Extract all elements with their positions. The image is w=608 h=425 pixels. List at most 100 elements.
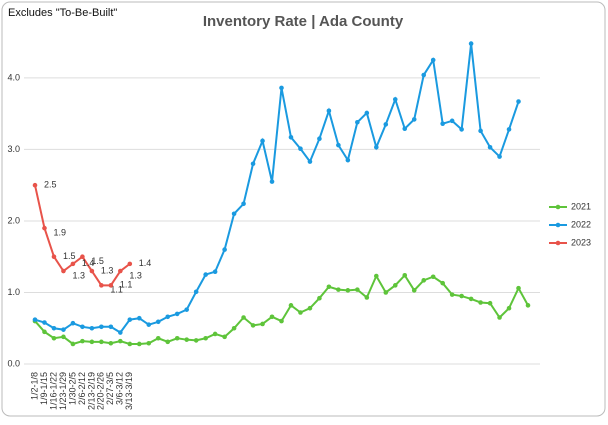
point [127,261,133,267]
point [108,324,114,330]
point [127,341,133,347]
point [108,283,114,288]
y-tick-label: 1.0 [7,287,20,297]
point [231,211,237,217]
point [32,317,38,322]
point [440,121,445,126]
point [449,292,455,297]
point [108,340,114,346]
point [127,317,133,322]
point [42,320,47,325]
point [42,225,47,231]
point [80,324,85,330]
point [174,311,180,317]
point [165,314,171,320]
point [402,273,408,278]
point [497,154,502,159]
legend-marker [555,204,561,210]
point [51,325,57,331]
point [42,329,47,335]
x-tick-label: 2/20-2/26 [96,372,106,410]
x-tick-label: 1/2-1/8 [29,372,39,400]
point [193,338,199,343]
point [383,290,389,295]
point [51,335,57,341]
point [70,261,76,267]
point [374,273,379,279]
point [136,341,142,347]
point [516,285,521,291]
point [203,335,208,341]
point [99,339,104,345]
point [165,339,171,345]
x-tick-label: 2/6-2/12 [77,372,87,405]
data-label: 1.3 [129,270,142,280]
point [260,321,265,327]
point [89,268,95,274]
point [506,127,512,132]
x-tick-label: 1/9-1/15 [39,372,49,405]
point [459,293,464,299]
legend-marker [555,240,561,246]
point [32,182,38,188]
point [516,99,521,104]
data-label: 1.9 [53,227,66,237]
point [155,335,161,341]
point [269,179,275,184]
point [241,201,246,207]
point [61,268,66,274]
point [336,142,341,148]
point [212,331,218,337]
point [279,85,284,91]
point [355,287,360,292]
point [307,305,313,311]
x-tick-label: 1/23-1/29 [58,372,68,410]
point [440,280,445,286]
point [61,334,66,340]
series-line [34,43,520,334]
point [269,314,275,320]
x-tick-label: 2/27-3/5 [105,372,115,405]
chart-title: Inventory Rate | Ada County [203,13,404,30]
point [89,339,95,345]
point [298,310,303,315]
point [222,247,227,252]
point [80,254,85,260]
point [383,122,389,127]
point [212,269,218,275]
legend-label: 2023 [571,237,591,247]
point [184,337,189,342]
point [487,144,493,150]
point [118,338,123,344]
point [345,157,351,163]
point [355,119,360,125]
point [155,319,161,325]
point [146,340,152,346]
point [364,295,370,300]
point [459,127,464,132]
data-label: 1.3 [72,270,85,280]
point [250,323,256,328]
point [374,144,379,150]
point [487,300,493,306]
data-label: 1.1 [110,285,123,295]
point [336,287,341,292]
point [118,330,123,335]
point [430,274,436,280]
legend-marker [555,222,561,228]
point [51,254,57,260]
point [478,128,483,134]
point [430,57,436,63]
point [99,324,104,330]
x-tick-label: 3/6-3/12 [115,372,125,405]
y-tick-label: 4.0 [7,72,20,82]
point [70,341,76,347]
x-tick-label: 1/30-2/5 [67,372,77,405]
y-tick-label: 0.0 [7,358,20,368]
point [449,118,455,124]
point [89,325,95,331]
point [468,41,474,46]
point [307,159,313,164]
y-tick-label: 3.0 [7,144,20,154]
point [231,325,237,331]
